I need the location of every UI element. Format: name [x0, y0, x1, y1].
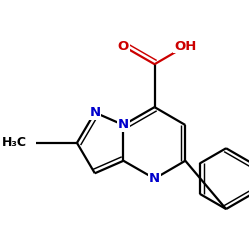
- Text: H₃C: H₃C: [2, 136, 27, 149]
- Text: O: O: [118, 40, 129, 53]
- Text: N: N: [149, 172, 160, 185]
- Text: OH: OH: [174, 40, 197, 53]
- Text: N: N: [118, 118, 129, 132]
- Text: N: N: [89, 106, 101, 119]
